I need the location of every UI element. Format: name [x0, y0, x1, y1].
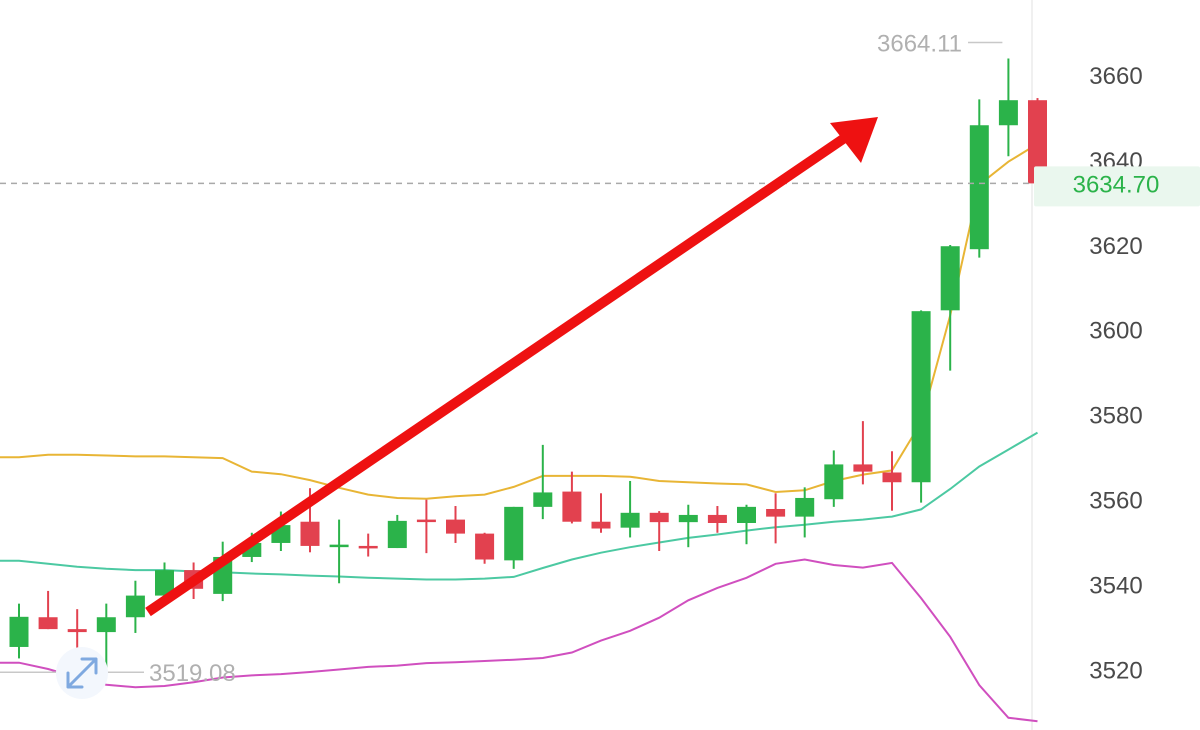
- candle-body-up: [911, 311, 931, 483]
- candle-body-down: [707, 514, 727, 523]
- candle-body-down: [475, 533, 495, 560]
- expand-icon[interactable]: [56, 647, 108, 699]
- y-tick-label: 3600: [1089, 318, 1142, 345]
- y-tick-label: 3560: [1089, 488, 1142, 515]
- candle-body-up: [998, 100, 1018, 126]
- candle-body-down: [882, 472, 902, 483]
- y-tick-label: 3540: [1089, 572, 1142, 599]
- candle-body-down: [649, 512, 669, 523]
- candle-body-down: [38, 617, 58, 630]
- candle-body-up: [737, 506, 756, 523]
- candle-body-down: [416, 519, 436, 523]
- candle-body-down: [591, 521, 611, 529]
- candle-body-up: [795, 497, 815, 517]
- candle-body-up: [9, 616, 29, 647]
- candle-body-down: [358, 545, 378, 549]
- candle-body-up: [620, 512, 640, 528]
- candle-body-up: [533, 492, 553, 507]
- candle-body-down: [67, 629, 87, 633]
- candle-body-up: [387, 520, 407, 549]
- candle-body-down: [300, 521, 320, 546]
- y-tick-label: 3660: [1089, 63, 1142, 90]
- high-marker-label: 3664.11: [877, 31, 962, 58]
- candle-body-down: [766, 508, 786, 517]
- candle-body-up: [155, 570, 174, 596]
- candle-body-up: [125, 595, 145, 618]
- lower-band-line: [0, 558, 1038, 723]
- candle-body-up: [969, 125, 989, 250]
- arrow-head: [830, 117, 878, 163]
- low-marker-label: 3519.08: [149, 660, 236, 687]
- current-price-label: 3634.70: [1073, 171, 1160, 198]
- y-tick-label: 3620: [1089, 233, 1142, 260]
- uptrend-arrow: [145, 117, 878, 617]
- y-tick-label: 3580: [1089, 403, 1142, 430]
- candle-body-down: [562, 491, 582, 522]
- candle-body-down: [446, 519, 465, 534]
- candle-body-up: [329, 544, 349, 548]
- moving-average-line: [0, 143, 1039, 500]
- y-tick-label: 3520: [1089, 657, 1142, 684]
- bollinger-band-layer: [0, 143, 1039, 723]
- candle-body-up: [678, 514, 698, 523]
- candle-body-up: [504, 506, 524, 561]
- current-price-tag: [1034, 166, 1200, 207]
- candle-body-down: [1028, 100, 1047, 184]
- candle-body-up: [824, 464, 844, 500]
- candles-layer: [9, 58, 1047, 675]
- arrow-shaft: [145, 132, 849, 617]
- candle-body-down: [853, 464, 873, 472]
- candle-body-up: [96, 617, 116, 633]
- candle-body-up: [940, 246, 960, 311]
